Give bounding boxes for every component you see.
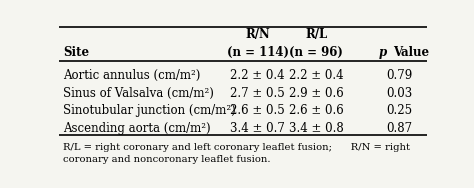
Text: (n = 114): (n = 114) — [227, 46, 289, 59]
Text: 2.2 ± 0.4: 2.2 ± 0.4 — [230, 69, 285, 82]
Text: Site: Site — [63, 46, 89, 59]
Text: Aortic annulus (cm/m²): Aortic annulus (cm/m²) — [63, 69, 201, 82]
Text: R/L = right coronary and left coronary leaflet fusion;      R/N = right: R/L = right coronary and left coronary l… — [63, 143, 410, 152]
Text: 0.79: 0.79 — [386, 69, 412, 82]
Text: Ascending aorta (cm/m²): Ascending aorta (cm/m²) — [63, 122, 210, 135]
Text: (n = 96): (n = 96) — [290, 46, 343, 59]
Text: 0.03: 0.03 — [386, 87, 412, 100]
Text: R/N: R/N — [245, 28, 270, 41]
Text: Sinotubular junction (cm/m²): Sinotubular junction (cm/m²) — [63, 104, 236, 117]
Text: Value: Value — [393, 46, 429, 59]
Text: 2.2 ± 0.4: 2.2 ± 0.4 — [289, 69, 344, 82]
Text: 0.25: 0.25 — [386, 104, 412, 117]
Text: Sinus of Valsalva (cm/m²): Sinus of Valsalva (cm/m²) — [63, 87, 214, 100]
Text: 2.7 ± 0.5: 2.7 ± 0.5 — [230, 87, 285, 100]
Text: 3.4 ± 0.7: 3.4 ± 0.7 — [230, 122, 285, 135]
Text: 2.6 ± 0.5: 2.6 ± 0.5 — [230, 104, 285, 117]
Text: p: p — [379, 46, 387, 59]
Text: 0.87: 0.87 — [386, 122, 412, 135]
Text: 2.6 ± 0.6: 2.6 ± 0.6 — [289, 104, 344, 117]
Text: 3.4 ± 0.8: 3.4 ± 0.8 — [289, 122, 344, 135]
Text: R/L: R/L — [305, 28, 328, 41]
Text: coronary and noncoronary leaflet fusion.: coronary and noncoronary leaflet fusion. — [63, 155, 271, 164]
Text: 2.9 ± 0.6: 2.9 ± 0.6 — [289, 87, 344, 100]
